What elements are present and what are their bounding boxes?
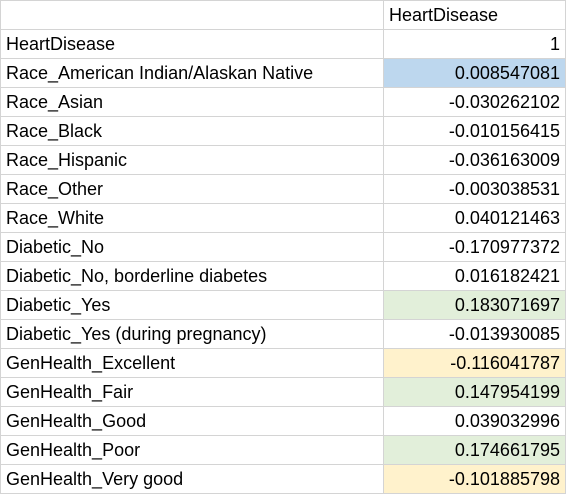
row-label-cell[interactable]: Race_Asian <box>0 87 384 117</box>
table-row: Diabetic_No, borderline diabetes 0.016182… <box>0 261 566 291</box>
row-label-cell[interactable]: Race_Hispanic <box>0 145 384 175</box>
row-value-cell[interactable]: -0.101885798 <box>383 464 566 494</box>
table-row: Race_Hispanic -0.036163009 <box>0 145 566 175</box>
row-value-cell[interactable]: -0.036163009 <box>383 145 566 175</box>
table-row: GenHealth_Poor 0.174661795 <box>0 435 566 465</box>
table-row: Race_White 0.040121463 <box>0 203 566 233</box>
row-label-cell[interactable]: Diabetic_No <box>0 232 384 262</box>
row-label-cell[interactable]: GenHealth_Good <box>0 406 384 436</box>
table-row: GenHealth_Fair 0.147954199 <box>0 377 566 407</box>
table-row: Diabetic_Yes (during pregnancy) -0.013930… <box>0 319 566 349</box>
row-label-cell[interactable]: GenHealth_Fair <box>0 377 384 407</box>
row-label-cell[interactable]: Race_American Indian/Alaskan Native <box>0 58 384 88</box>
row-value-cell[interactable]: 1 <box>383 29 566 59</box>
row-value-cell[interactable]: -0.030262102 <box>383 87 566 117</box>
row-value-cell[interactable]: 0.147954199 <box>383 377 566 407</box>
row-label-cell[interactable]: Race_Other <box>0 174 384 204</box>
row-value-cell[interactable]: 0.039032996 <box>383 406 566 436</box>
row-label-cell[interactable]: GenHealth_Very good <box>0 464 384 494</box>
header-row: HeartDisease <box>0 0 566 30</box>
row-value-cell[interactable]: 0.183071697 <box>383 290 566 320</box>
row-value-cell[interactable]: 0.016182421 <box>383 261 566 291</box>
table-row: Diabetic_Yes 0.183071697 <box>0 290 566 320</box>
row-value-cell[interactable]: -0.170977372 <box>383 232 566 262</box>
row-label-cell[interactable]: Diabetic_Yes <box>0 290 384 320</box>
row-label-cell[interactable]: Race_Black <box>0 116 384 146</box>
row-value-cell[interactable]: -0.116041787 <box>383 348 566 378</box>
table-row: Diabetic_No -0.170977372 <box>0 232 566 262</box>
row-value-cell[interactable]: 0.008547081 <box>383 58 566 88</box>
row-value-cell[interactable]: -0.013930085 <box>383 319 566 349</box>
row-label-cell[interactable]: Diabetic_No, borderline diabetes <box>0 261 384 291</box>
row-value-cell[interactable]: -0.003038531 <box>383 174 566 204</box>
row-label-cell[interactable]: Race_White <box>0 203 384 233</box>
row-value-cell[interactable]: 0.040121463 <box>383 203 566 233</box>
table-row: Race_Black -0.010156415 <box>0 116 566 146</box>
row-value-cell[interactable]: -0.010156415 <box>383 116 566 146</box>
table-row: Race_Asian -0.030262102 <box>0 87 566 117</box>
row-label-cell[interactable]: Diabetic_Yes (during pregnancy) <box>0 319 384 349</box>
table-row: Race_Other -0.003038531 <box>0 174 566 204</box>
column-header-cell[interactable]: HeartDisease <box>383 0 566 30</box>
table-row: GenHealth_Very good -0.101885798 <box>0 464 566 494</box>
row-label-cell[interactable]: HeartDisease <box>0 29 384 59</box>
row-label-cell[interactable]: GenHealth_Excellent <box>0 348 384 378</box>
row-label-cell[interactable]: GenHealth_Poor <box>0 435 384 465</box>
header-empty-cell[interactable] <box>0 0 384 30</box>
table-row: GenHealth_Good 0.039032996 <box>0 406 566 436</box>
row-value-cell[interactable]: 0.174661795 <box>383 435 566 465</box>
table-row: HeartDisease 1 <box>0 29 566 59</box>
table-row: GenHealth_Excellent -0.116041787 <box>0 348 566 378</box>
table-row: Race_American Indian/Alaskan Native 0.008… <box>0 58 566 88</box>
